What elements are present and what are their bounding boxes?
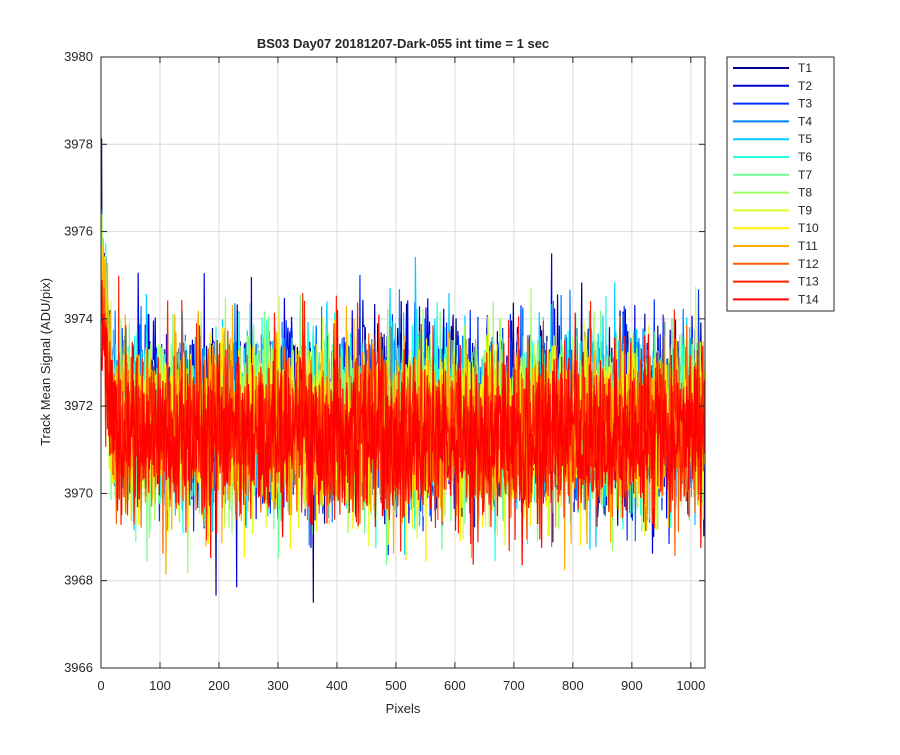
y-tick-label: 3970 (64, 485, 93, 500)
legend-label-T3: T3 (798, 97, 812, 111)
y-tick-label: 3976 (64, 224, 93, 239)
y-tick-label: 3974 (64, 311, 93, 326)
legend-label-T2: T2 (798, 79, 812, 93)
legend-label-T12: T12 (798, 257, 819, 271)
legend-label-T1: T1 (798, 61, 812, 75)
legend-label-T14: T14 (798, 292, 819, 306)
y-tick-label: 3972 (64, 398, 93, 413)
y-tick-label: 3978 (64, 136, 93, 151)
x-tick-label: 800 (562, 678, 584, 693)
legend-label-T8: T8 (798, 186, 812, 200)
x-tick-label: 100 (149, 678, 171, 693)
x-axis: 0 100 200 300 400 500 600 700 800 900 1000 (97, 57, 705, 693)
chart-title: BS03 Day07 20181207-Dark-055 int time = … (257, 36, 549, 51)
x-tick-label: 900 (621, 678, 643, 693)
y-tick-label: 3966 (64, 660, 93, 675)
x-tick-label: 200 (208, 678, 230, 693)
x-tick-label: 400 (326, 678, 348, 693)
legend-label-T11: T11 (798, 239, 818, 253)
x-tick-label: 0 (97, 678, 104, 693)
legend-label-T13: T13 (798, 275, 819, 289)
x-tick-label: 700 (503, 678, 525, 693)
series-line-T14 (101, 309, 705, 566)
legend-label-T6: T6 (798, 150, 812, 164)
series-layer (101, 138, 705, 603)
y-tick-label: 3968 (64, 573, 93, 588)
legend-label-T5: T5 (798, 132, 812, 146)
legend: T1 T2 T3 T4 T5 T6 T7 T8 T9 T10 T11 T12 T13 T14 (726, 56, 835, 312)
axes-box (100, 56, 706, 669)
legend-label-T9: T9 (798, 203, 812, 217)
x-tick-label: 300 (267, 678, 289, 693)
y-axis-label: Track Mean Signal (ADU/pix) (38, 278, 53, 446)
x-axis-label: Pixels (386, 701, 421, 716)
x-tick-label: 500 (385, 678, 407, 693)
legend-box (726, 56, 835, 312)
legend-label-T7: T7 (798, 168, 812, 182)
legend-label-T10: T10 (798, 221, 819, 235)
x-tick-label: 1000 (676, 678, 705, 693)
y-tick-label: 3980 (64, 49, 93, 64)
y-axis: 3966 3968 3970 3972 3974 3976 3978 3980 (64, 49, 705, 675)
x-tick-label: 600 (444, 678, 466, 693)
legend-label-T4: T4 (798, 114, 812, 128)
